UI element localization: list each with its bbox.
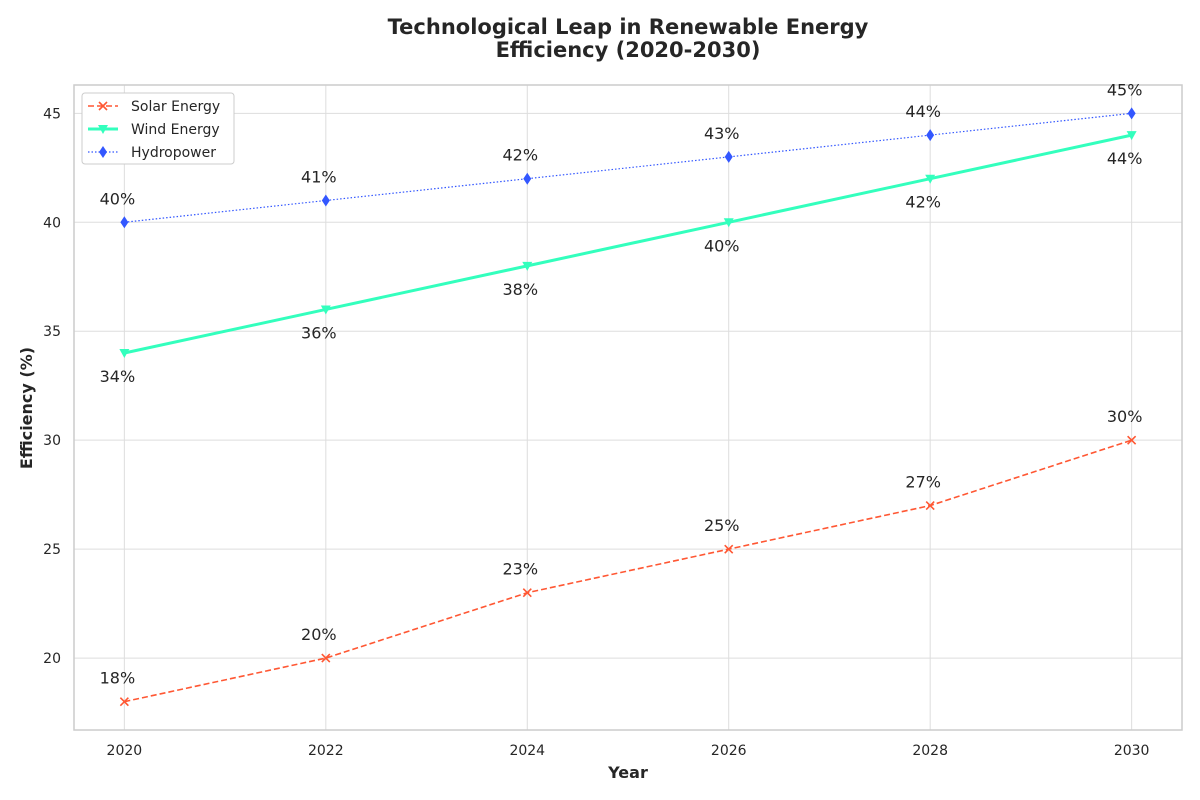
x-axis-label: Year (607, 763, 648, 782)
y-tick-label: 25 (43, 542, 61, 558)
y-tick-label: 20 (43, 651, 61, 667)
data-label: 38% (502, 280, 538, 299)
data-point-marker (321, 653, 331, 663)
legend-label: Wind Energy (131, 122, 220, 138)
legend: Solar Energy Wind Energy Hydropower (81, 92, 235, 165)
data-label: 25% (704, 516, 740, 535)
legend-label: Solar Energy (131, 99, 220, 115)
data-point-marker (522, 588, 532, 598)
data-label: 34% (100, 367, 136, 386)
y-tick-label: 30 (43, 433, 61, 449)
legend-item: Wind Energy (88, 122, 220, 138)
legend-label: Hydropower (131, 145, 216, 161)
data-point-marker (119, 349, 130, 359)
series-solar-energy (119, 435, 1137, 707)
data-point-marker (1126, 131, 1137, 141)
chart-title-line-2: Efficiency (2020-2030) (496, 38, 761, 62)
data-label: 41% (301, 167, 337, 186)
data-point-marker (119, 697, 129, 707)
plot-area-frame (73, 84, 1183, 731)
data-point-marker (1127, 435, 1137, 445)
data-point-marker (1127, 107, 1136, 120)
data-point-marker (320, 305, 331, 315)
data-label: 40% (100, 189, 136, 208)
data-label: 45% (1107, 80, 1143, 99)
grid-lines (74, 85, 1182, 730)
data-label: 44% (905, 102, 941, 121)
data-point-marker (925, 174, 936, 184)
data-label: 43% (704, 124, 740, 143)
data-point-marker (523, 172, 532, 185)
data-point-marker (724, 150, 733, 163)
data-label: 30% (1107, 407, 1143, 426)
data-label: 44% (1107, 149, 1143, 168)
x-tick-label: 2028 (912, 743, 948, 759)
data-point-marker (723, 218, 734, 228)
data-label: 27% (905, 473, 941, 492)
data-point-marker (522, 261, 533, 271)
data-point-marker (120, 216, 129, 229)
data-label: 36% (301, 323, 337, 342)
legend-marker (99, 146, 107, 158)
data-label: 23% (502, 560, 538, 579)
y-tick-label: 40 (43, 215, 61, 231)
series-lines (119, 107, 1137, 707)
legend-marker (98, 125, 108, 134)
y-axis-label: Efficiency (%) (17, 347, 36, 469)
data-point-marker (724, 544, 734, 554)
x-tick-label: 2024 (509, 743, 545, 759)
chart-title-line-1: Technological Leap in Renewable Energy (388, 15, 869, 39)
series-line (124, 439, 1132, 703)
y-tick-label: 35 (43, 324, 61, 340)
series-line (124, 133, 1132, 355)
data-point-marker (321, 194, 330, 207)
x-tick-label: 2022 (308, 743, 344, 759)
series-hydropower (120, 107, 1136, 229)
data-labels: 18% 20% 23% 25% 27% 30% 34% 36% 38% 40% 42% 44% 40% 4… (100, 80, 1143, 687)
data-label: 20% (301, 625, 337, 644)
y-tick-label: 45 (43, 106, 61, 122)
legend-marker (98, 101, 108, 111)
data-point-marker (925, 500, 935, 511)
series-line (124, 112, 1132, 223)
data-point-marker (926, 129, 935, 142)
axis-ticks: 2020 2022 2024 2026 2028 2030 20 25 30 35 40 45 (43, 106, 1149, 759)
legend-box (81, 92, 235, 165)
x-tick-label: 2026 (711, 743, 747, 759)
data-label: 42% (502, 146, 538, 165)
series-wind-energy (119, 131, 1137, 359)
data-label: 18% (100, 669, 136, 688)
data-label: 42% (905, 193, 941, 212)
x-tick-label: 2020 (107, 743, 143, 759)
legend-item: Solar Energy (88, 99, 220, 115)
data-label: 40% (704, 236, 740, 255)
legend-item: Hydropower (88, 145, 216, 161)
x-tick-label: 2030 (1114, 743, 1150, 759)
